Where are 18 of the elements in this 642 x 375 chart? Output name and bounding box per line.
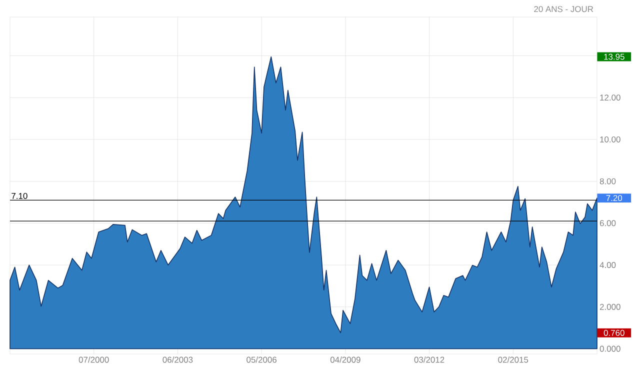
y-tick-label: 0.000 — [600, 346, 620, 352]
y-tick-label: 10.00 — [600, 136, 620, 142]
chart-subtitle: 20 ANS - JOUR — [534, 6, 594, 12]
y-tick-label: 12.00 — [600, 94, 620, 101]
y-tick-label: 6.00 — [600, 220, 616, 226]
y-tick-label: 8.00 — [600, 178, 616, 184]
x-tick-label: 05/2006 — [246, 356, 277, 363]
x-tick-label: 06/2003 — [162, 356, 193, 363]
text: 0.760 — [604, 330, 624, 336]
x-tick-label: 07/2000 — [78, 356, 109, 363]
x-tick-label: 02/2015 — [498, 356, 528, 363]
ref-line-label: 7.10 — [12, 192, 28, 199]
text: 13.95 — [604, 54, 624, 60]
x-tick-label: 04/2009 — [330, 356, 360, 363]
y-tick-label: 2.000 — [600, 304, 620, 310]
x-tick-label: 03/2012 — [414, 356, 444, 363]
y-tick-label: 4.00 — [600, 262, 616, 268]
text: 7.20 — [606, 195, 622, 202]
